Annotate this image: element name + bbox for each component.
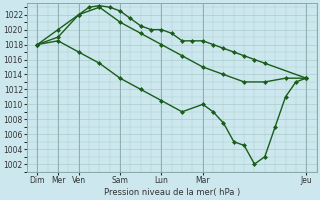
X-axis label: Pression niveau de la mer( hPa ): Pression niveau de la mer( hPa ) xyxy=(104,188,240,197)
